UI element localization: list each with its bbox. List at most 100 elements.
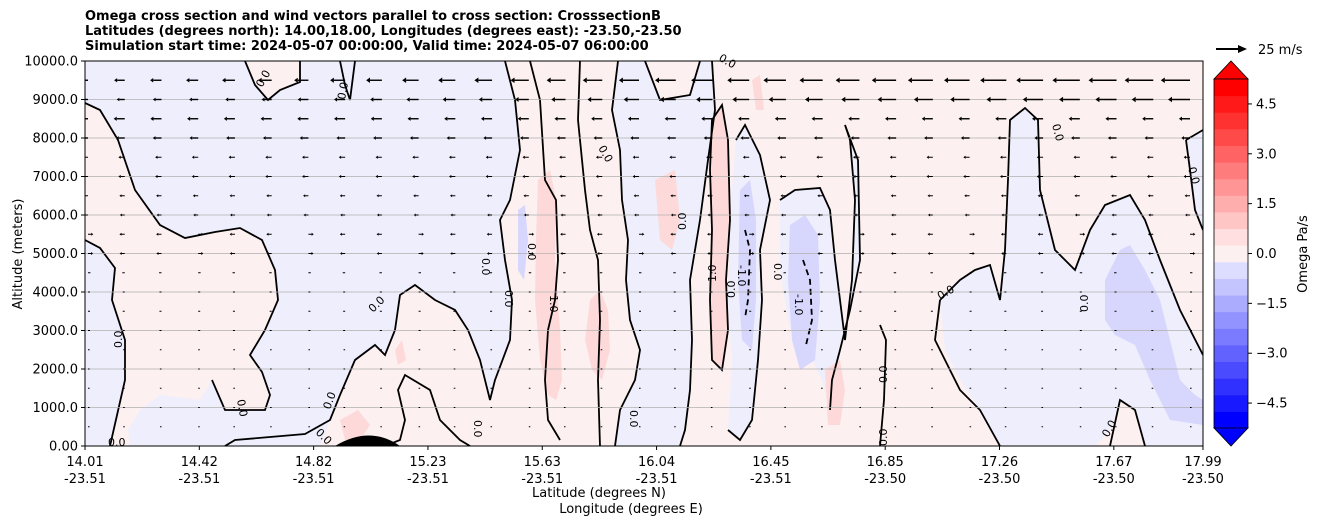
- wind-vector-head: [116, 136, 119, 140]
- wind-vector-head: [402, 77, 407, 84]
- wind-vector-head: [779, 174, 782, 179]
- contour-label: 0.0: [771, 263, 784, 281]
- wind-vector-head: [752, 232, 755, 236]
- wind-vector-head: [1111, 213, 1114, 217]
- wind-vector-head: [449, 155, 452, 159]
- wind-vector-head: [338, 174, 342, 179]
- wind-vector-head: [340, 213, 343, 217]
- wind-vector-head: [1193, 232, 1196, 236]
- x-tick-label-lat: 15.23: [409, 455, 446, 470]
- wind-vector-head: [119, 252, 122, 255]
- wind-vector-head: [340, 252, 343, 255]
- wind-vector-head: [707, 252, 710, 255]
- wind-vector-head: [375, 155, 378, 159]
- x-tick-label-lat: 14.01: [66, 455, 103, 470]
- wind-vector-head: [1016, 77, 1021, 84]
- wind-vector-head: [82, 156, 84, 159]
- wind-vector-head: [113, 116, 117, 121]
- y-axis-label: Altitude (meters): [11, 199, 26, 310]
- contour-line: [709, 102, 731, 372]
- wind-vector-head: [339, 232, 342, 236]
- pos-strong-16-3: [710, 105, 730, 370]
- wind-vector-head: [1031, 116, 1036, 121]
- wind-vector-head: [703, 136, 707, 140]
- wind-vector-head: [1073, 155, 1076, 159]
- wind-vector-head: [817, 213, 820, 217]
- wind-vector-head: [421, 252, 424, 255]
- pos-strong-16: [655, 170, 680, 250]
- y-axis: 0.00 1000.0 2000.0 3000.0 4000.0 5000.0 6000.0…: [24, 55, 85, 455]
- y-tick-label: 8000.0: [33, 132, 79, 147]
- colorbar-tick-label: −3.0: [1256, 347, 1288, 362]
- wind-vector-head: [958, 116, 962, 121]
- colorbar-band: [1214, 79, 1248, 97]
- y-tick-label: 7000.0: [33, 170, 79, 185]
- wind-vector-head: [91, 252, 94, 255]
- wind-vector-head: [691, 77, 696, 84]
- wind-vector-head: [1160, 77, 1165, 84]
- wind-vector-head: [1095, 96, 1100, 103]
- wind-vector-head: [927, 232, 930, 236]
- wind-vector-head: [225, 97, 229, 102]
- wind-vector-head: [1124, 77, 1129, 84]
- wind-vector-head: [1147, 194, 1151, 198]
- wind-vector-head: [871, 77, 876, 84]
- y-tick-label: 1000.0: [33, 401, 79, 416]
- contour-line: [1109, 398, 1146, 446]
- wind-vector-head: [1000, 232, 1004, 236]
- wind-vector-head: [972, 252, 975, 255]
- contour-label: -1.0: [735, 265, 748, 286]
- wind-vector-head: [707, 213, 710, 217]
- colorbar-band: [1214, 378, 1248, 396]
- colorbar-ticks: 4.5 3.0 1.5 0.0 −1.5 −3.0 −4.5: [1248, 97, 1288, 412]
- wind-vector-head: [986, 96, 991, 103]
- wind-vector-head: [370, 116, 374, 121]
- wind-vector-head: [655, 77, 660, 84]
- wind-vector-head: [964, 213, 967, 217]
- contour-line: [244, 61, 301, 102]
- colorbar-band: [1214, 178, 1248, 196]
- wind-vector-head: [421, 232, 424, 236]
- wind-vector-head: [928, 213, 931, 217]
- wind-vector-head: [230, 213, 233, 217]
- wind-vector-head: [377, 213, 380, 217]
- x-tick-label-lon: -23.51: [636, 472, 678, 487]
- contour-label: 0.0: [877, 429, 890, 447]
- wind-vector-head: [517, 116, 521, 121]
- contour-label: 0.0: [725, 281, 738, 299]
- wind-vector-head: [1111, 252, 1114, 255]
- wind-vector-head: [556, 136, 560, 140]
- wind-vector-head: [449, 194, 453, 198]
- wind-vector-head: [701, 116, 705, 121]
- wind-vector-head: [885, 116, 889, 121]
- colorbar-band: [1214, 311, 1248, 329]
- wind-vector-head: [156, 194, 159, 198]
- wind-vector-head: [266, 252, 269, 255]
- wind-vector-head: [591, 116, 595, 121]
- contour-line: [384, 373, 471, 446]
- colorbar-band: [1214, 195, 1248, 213]
- wind-vector-head: [531, 252, 534, 255]
- x-tick-label-lon: -23.50: [979, 472, 1021, 487]
- x-tick-label-lat: 14.42: [181, 455, 218, 470]
- wind-vector-head: [156, 252, 159, 255]
- wind-vector-head: [83, 194, 85, 197]
- wind-vector-head: [560, 232, 563, 236]
- wind-vector-head: [261, 97, 265, 102]
- contour-label: 0.0: [335, 81, 351, 100]
- wind-vector-head: [811, 116, 815, 121]
- x-tick-label-lon: -23.50: [864, 472, 906, 487]
- wind-vector-head: [334, 116, 338, 121]
- wind-vector-head: [597, 213, 600, 217]
- wind-vector-head: [596, 194, 600, 198]
- contour-label: 0.0: [627, 410, 640, 428]
- contour-label: 0.0: [479, 258, 492, 276]
- wind-vector-head: [1083, 232, 1086, 236]
- wind-vector-head: [311, 252, 314, 255]
- y-tick-label: 4000.0: [33, 286, 79, 301]
- vector-key-arrowhead-icon: [1238, 45, 1247, 53]
- wind-vector-head: [297, 97, 301, 102]
- wind-vector-head: [155, 155, 158, 159]
- wind-vector-head: [1110, 174, 1113, 179]
